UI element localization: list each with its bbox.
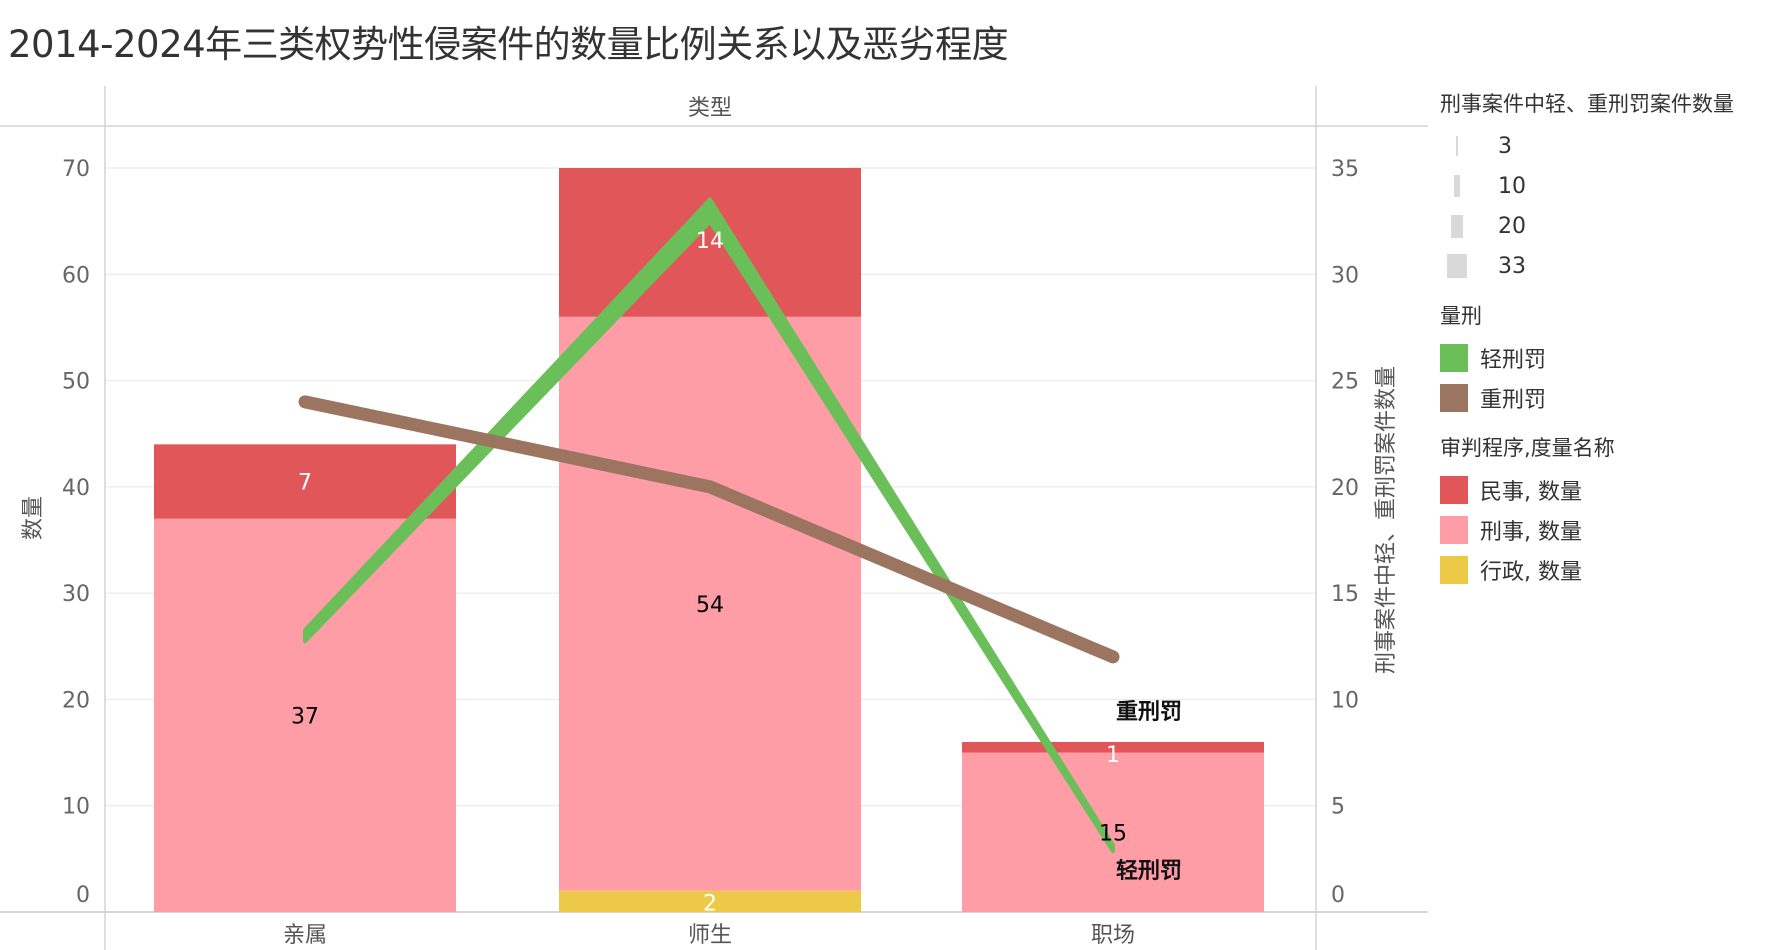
bar-segment bbox=[559, 168, 861, 317]
bar-labels: 37 7 2 54 14 15 1 轻刑罚 重刑罚 bbox=[291, 229, 1182, 917]
bar-segment bbox=[559, 890, 861, 912]
line-legend-title: 量刑 bbox=[1440, 304, 1482, 328]
y-tick-label: 0 bbox=[76, 883, 90, 908]
bar-data-label: 2 bbox=[703, 892, 717, 917]
y2-tick-label: 10 bbox=[1331, 688, 1359, 713]
y-tick-label: 10 bbox=[62, 795, 90, 820]
bar-data-label: 15 bbox=[1099, 821, 1127, 846]
size-legend-label: 10 bbox=[1498, 173, 1526, 199]
size-legend-swatch bbox=[1447, 253, 1467, 279]
legend-item: 民事, 数量 bbox=[1440, 470, 1775, 510]
bar-segment bbox=[962, 741, 1264, 753]
size-legend-swatch bbox=[1456, 135, 1458, 157]
line-series-heavy bbox=[298, 395, 1120, 664]
size-legend-item: 20 bbox=[1440, 206, 1775, 246]
y-axis-label: 数量 bbox=[21, 496, 46, 540]
y2-tick-label: 20 bbox=[1331, 476, 1359, 501]
bar-data-label: 7 bbox=[298, 471, 312, 496]
legend-item: 行政, 数量 bbox=[1440, 550, 1775, 590]
line-series-light bbox=[303, 197, 1115, 854]
legend-swatch bbox=[1440, 556, 1468, 584]
size-legend-swatch bbox=[1454, 175, 1460, 197]
bar-data-label: 37 bbox=[291, 704, 319, 729]
bar-segment bbox=[154, 518, 456, 912]
y-tick-label: 40 bbox=[62, 476, 90, 501]
legend: 刑事案件中轻、重刑罚案件数量 3 10 20 33 量刑 轻刑罚重刑罚 审判程序,度量… bbox=[1440, 88, 1775, 590]
category-label: 师生 bbox=[688, 923, 732, 948]
size-legend-label: 33 bbox=[1498, 253, 1526, 279]
size-legend-item: 10 bbox=[1440, 166, 1775, 206]
legend-swatch bbox=[1440, 344, 1468, 372]
legend-item: 刑事, 数量 bbox=[1440, 510, 1775, 550]
lines bbox=[298, 197, 1120, 854]
legend-label: 刑事, 数量 bbox=[1480, 520, 1582, 545]
legend-swatch bbox=[1440, 384, 1468, 412]
line-end-label: 重刑罚 bbox=[1116, 699, 1182, 725]
line-legend: 轻刑罚 重刑罚 bbox=[1440, 338, 1775, 418]
legend-item: 重刑罚 bbox=[1440, 378, 1775, 418]
bar-segment bbox=[559, 316, 861, 891]
size-legend-title: 刑事案件中轻、重刑罚案件数量 bbox=[1440, 92, 1734, 116]
size-legend-item: 33 bbox=[1440, 246, 1775, 286]
bar-data-label: 1 bbox=[1106, 743, 1120, 768]
y-tick-label: 30 bbox=[62, 582, 90, 607]
chart-title: 2014-2024年三类权势性侵案件的数量比例关系以及恶劣程度 bbox=[8, 23, 1009, 66]
y2-tick-label: 0 bbox=[1331, 883, 1345, 908]
size-legend-label: 20 bbox=[1498, 213, 1526, 239]
bars bbox=[154, 168, 1264, 912]
category-labels: 亲属 师生 职场 bbox=[283, 923, 1135, 948]
y2-tick-label: 25 bbox=[1331, 370, 1359, 395]
chart-area: 类型 数量 刑事案件中轻、重刑罚案件数量 0 10 20 30 40 50 60 70 0 5 1… bbox=[0, 86, 1428, 950]
stack-legend-title: 审判程序,度量名称 bbox=[1440, 436, 1615, 460]
legend-label: 行政, 数量 bbox=[1480, 560, 1582, 585]
bar-segment bbox=[154, 444, 456, 519]
y2-tick-label: 30 bbox=[1331, 263, 1359, 288]
category-label: 亲属 bbox=[283, 923, 327, 948]
bar-data-label: 54 bbox=[696, 593, 724, 618]
legend-label: 重刑罚 bbox=[1480, 388, 1547, 413]
size-legend-label: 3 bbox=[1498, 133, 1512, 159]
size-legend-swatch bbox=[1451, 214, 1463, 238]
y2-tick-label: 35 bbox=[1331, 157, 1359, 182]
line-end-label: 轻刑罚 bbox=[1116, 858, 1182, 884]
y-tick-label: 50 bbox=[62, 370, 90, 395]
size-legend-item: 3 bbox=[1440, 126, 1775, 166]
y2-tick-label: 15 bbox=[1331, 582, 1359, 607]
legend-label: 轻刑罚 bbox=[1480, 348, 1547, 373]
category-label: 职场 bbox=[1091, 923, 1135, 948]
y2-axis-label: 刑事案件中轻、重刑罚案件数量 bbox=[1374, 366, 1399, 674]
legend-item: 轻刑罚 bbox=[1440, 338, 1775, 378]
y-tick-label: 20 bbox=[62, 688, 90, 713]
legend-label: 民事, 数量 bbox=[1480, 480, 1582, 505]
y-tick-label: 70 bbox=[62, 157, 90, 182]
stack-legend: 民事, 数量 刑事, 数量 行政, 数量 bbox=[1440, 470, 1775, 590]
column-header: 类型 bbox=[688, 96, 732, 121]
size-legend: 3 10 20 33 bbox=[1440, 126, 1775, 286]
y2-axis-ticks: 0 5 10 15 20 25 30 35 bbox=[1331, 157, 1359, 908]
bar-data-label: 14 bbox=[696, 229, 724, 254]
legend-swatch bbox=[1440, 476, 1468, 504]
bar-segment bbox=[962, 752, 1264, 912]
y2-tick-label: 5 bbox=[1331, 795, 1345, 820]
y-axis-ticks: 0 10 20 30 40 50 60 70 bbox=[62, 157, 90, 908]
y-tick-label: 60 bbox=[62, 263, 90, 288]
legend-swatch bbox=[1440, 516, 1468, 544]
